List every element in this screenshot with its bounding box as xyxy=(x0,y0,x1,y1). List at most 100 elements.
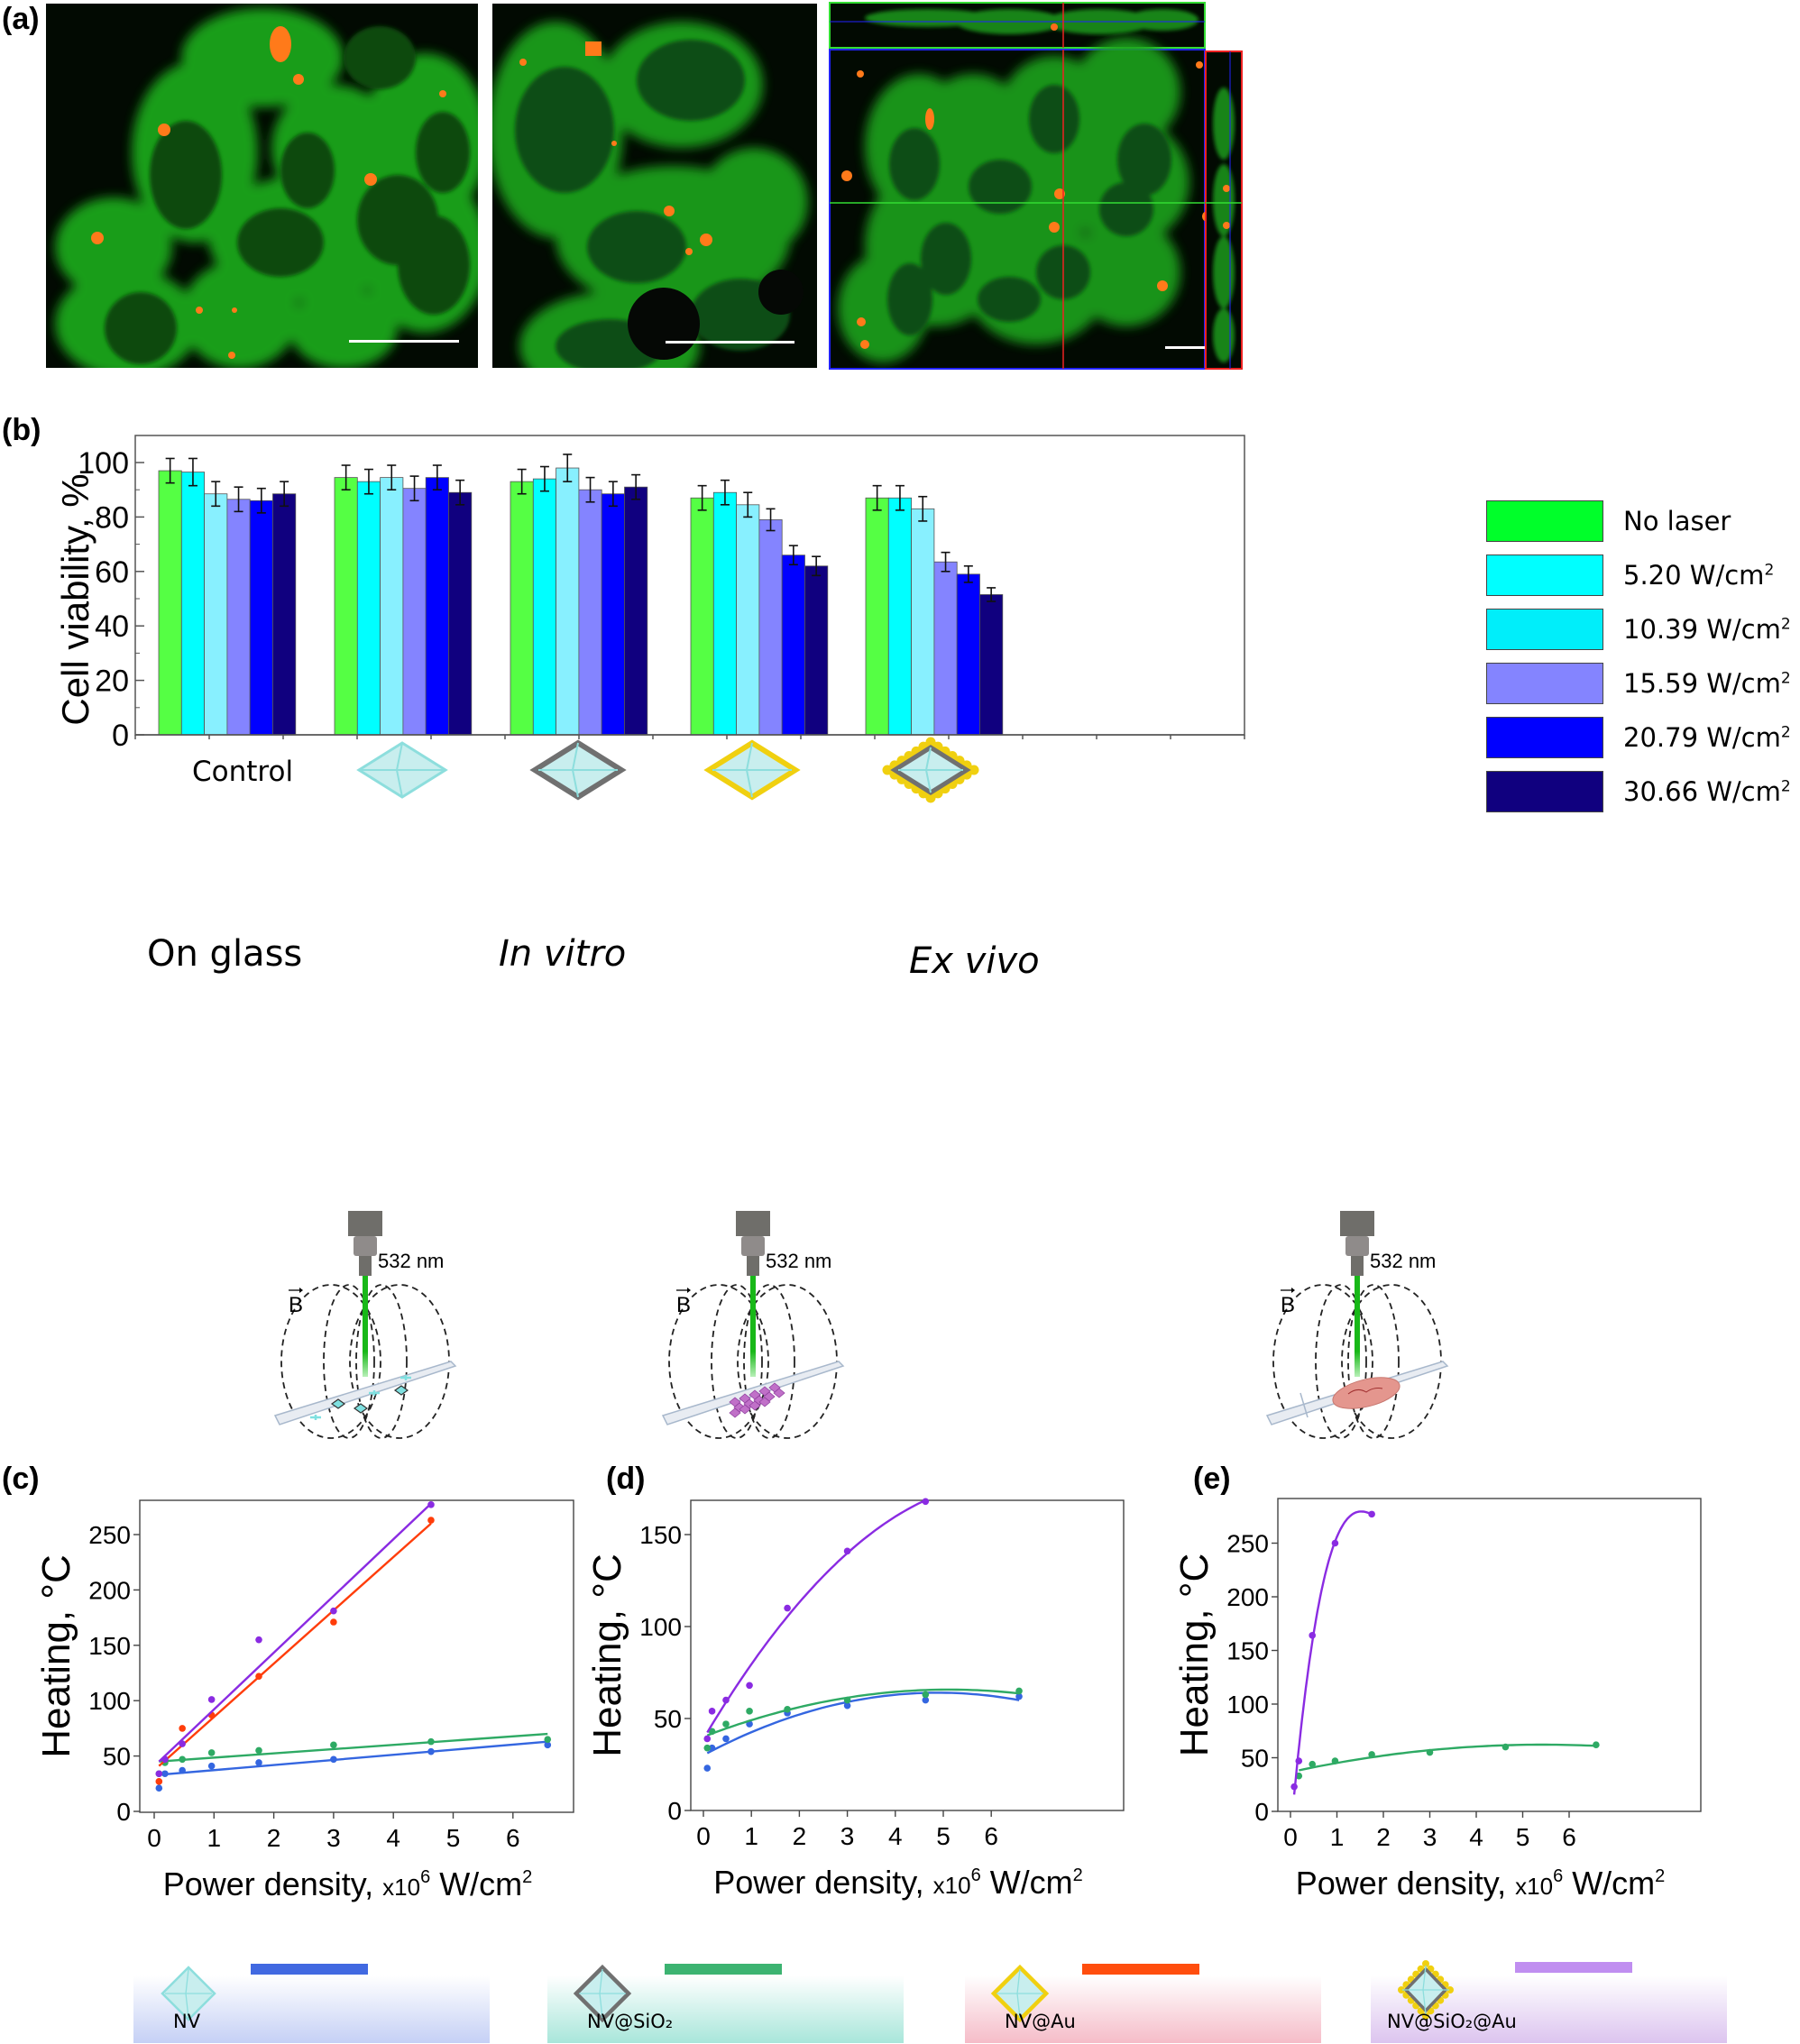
data-point xyxy=(255,1759,262,1766)
bar xyxy=(933,561,958,736)
data-point xyxy=(179,1725,186,1732)
data-point xyxy=(255,1746,262,1755)
y-axis-label-heating: Heating, °C xyxy=(1172,1554,1217,1756)
data-point xyxy=(161,1755,169,1764)
bar xyxy=(272,493,297,736)
plot-frame xyxy=(690,1499,1125,1811)
x-tick-label: 3 xyxy=(326,1824,341,1852)
bar xyxy=(204,493,228,736)
legend-item: 10.39 W/cm2 xyxy=(1486,609,1791,650)
x-tick-label: 5 xyxy=(1516,1823,1530,1851)
y-tick-label: 100 xyxy=(1226,1691,1269,1719)
x-tick-label: 2 xyxy=(1376,1823,1391,1851)
scene-label-in-vitro: In vitro xyxy=(499,933,627,975)
bar xyxy=(532,478,556,736)
x-tick-label: 2 xyxy=(793,1822,807,1850)
y-tick-label: 40 xyxy=(95,610,129,644)
magnetic-field-label: B xyxy=(1281,1293,1295,1317)
legend-item: 15.59 W/cm2 xyxy=(1486,663,1791,704)
scale-bar-3 xyxy=(1165,346,1223,349)
y-axis-label-heating: Heating, °C xyxy=(585,1554,629,1756)
au-particle-icon xyxy=(990,1964,1050,2023)
legend-label: NV@SiO₂ xyxy=(587,2011,674,2032)
x-tick-label: 0 xyxy=(696,1822,711,1850)
wavelength-label: 532 nm xyxy=(1370,1250,1436,1272)
data-point xyxy=(207,1696,216,1703)
bar xyxy=(804,565,829,736)
data-point xyxy=(703,1735,712,1743)
cell-fluorescence-2 xyxy=(492,4,817,368)
data-point xyxy=(1295,1757,1303,1764)
bar xyxy=(510,481,534,736)
data-point xyxy=(179,1740,186,1747)
x-tick-label: 6 xyxy=(1562,1823,1576,1851)
legend-item: 30.66 W/cm2 xyxy=(1486,771,1791,812)
data-point xyxy=(427,1747,435,1755)
confocal-image-3-orthogonal xyxy=(829,2,1244,370)
laser-schematic-0: 532 nm B xyxy=(273,1211,457,1439)
wavelength-label: 532 nm xyxy=(766,1250,831,1272)
data-point xyxy=(784,1709,791,1717)
legend-item: No laser xyxy=(1486,500,1731,542)
x-tick-label: 6 xyxy=(984,1822,998,1850)
y-tick-label: 80 xyxy=(95,500,129,535)
bar xyxy=(887,497,912,736)
panel-label-d: (d) xyxy=(606,1462,646,1496)
data-point xyxy=(155,1784,163,1792)
y-tick-label: 100 xyxy=(78,446,129,481)
data-point xyxy=(179,1755,186,1764)
nv-sio2-diamond-icon xyxy=(529,739,627,801)
x-tick-label: 5 xyxy=(446,1824,461,1852)
panel-label-a: (a) xyxy=(2,2,40,36)
x-tick-label: 4 xyxy=(888,1822,903,1850)
x-tick-label: 2 xyxy=(267,1824,281,1852)
legend-label: NV@SiO₂@Au xyxy=(1387,2011,1517,2032)
data-point xyxy=(1015,1687,1023,1695)
x-axis-label-power: Power density, x106 W/cm2 xyxy=(713,1864,1083,1901)
bar xyxy=(758,519,783,736)
data-point xyxy=(544,1741,552,1749)
y-tick-label: 0 xyxy=(1254,1798,1269,1826)
series-nvsio xyxy=(155,1732,552,1778)
x-tick-label: 1 xyxy=(207,1824,222,1852)
bar xyxy=(578,489,602,736)
sio2au-particle-icon xyxy=(1398,1960,1454,2020)
scale-bar-1 xyxy=(349,340,459,343)
data-point xyxy=(708,1728,716,1736)
series-nvsio xyxy=(1295,1741,1600,1780)
x-tick-label: 3 xyxy=(1423,1823,1437,1851)
x-tick-label: 1 xyxy=(1330,1823,1345,1851)
bar xyxy=(690,497,714,736)
legend-swatch xyxy=(1486,555,1603,596)
data-point xyxy=(207,1762,216,1770)
laser-schematic-2: 532 nm B xyxy=(1265,1211,1449,1439)
legend-label: 15.59 W/cm2 xyxy=(1623,668,1791,699)
data-point xyxy=(155,1770,163,1778)
magnetic-field-label: B xyxy=(289,1293,303,1317)
data-point xyxy=(843,1696,851,1704)
panel-label-b: (b) xyxy=(2,413,41,447)
plot-frame xyxy=(1277,1498,1702,1812)
data-point xyxy=(843,1701,851,1709)
sio2-particle-icon xyxy=(573,1964,632,2023)
bar xyxy=(865,497,889,736)
y-tick-label: 0 xyxy=(667,1797,682,1825)
y-tick-label: 100 xyxy=(88,1687,131,1715)
nv-particle-icon xyxy=(161,1966,216,2021)
bar xyxy=(249,500,273,736)
y-tick-label: 50 xyxy=(1241,1745,1269,1773)
legend-label: NV xyxy=(173,2011,201,2032)
x-tick-label: 1 xyxy=(744,1822,758,1850)
data-point xyxy=(1368,1751,1375,1758)
y-tick-label: 60 xyxy=(95,555,129,590)
data-point xyxy=(722,1720,730,1728)
data-point xyxy=(1368,1510,1375,1518)
data-point xyxy=(161,1759,169,1766)
data-point xyxy=(708,1708,716,1715)
y-tick-label: 250 xyxy=(1226,1530,1269,1558)
series-nv xyxy=(703,1691,1023,1772)
data-point xyxy=(427,1737,435,1746)
panel-label-e: (e) xyxy=(1193,1462,1231,1496)
data-point xyxy=(703,1744,712,1752)
data-point xyxy=(255,1636,262,1644)
